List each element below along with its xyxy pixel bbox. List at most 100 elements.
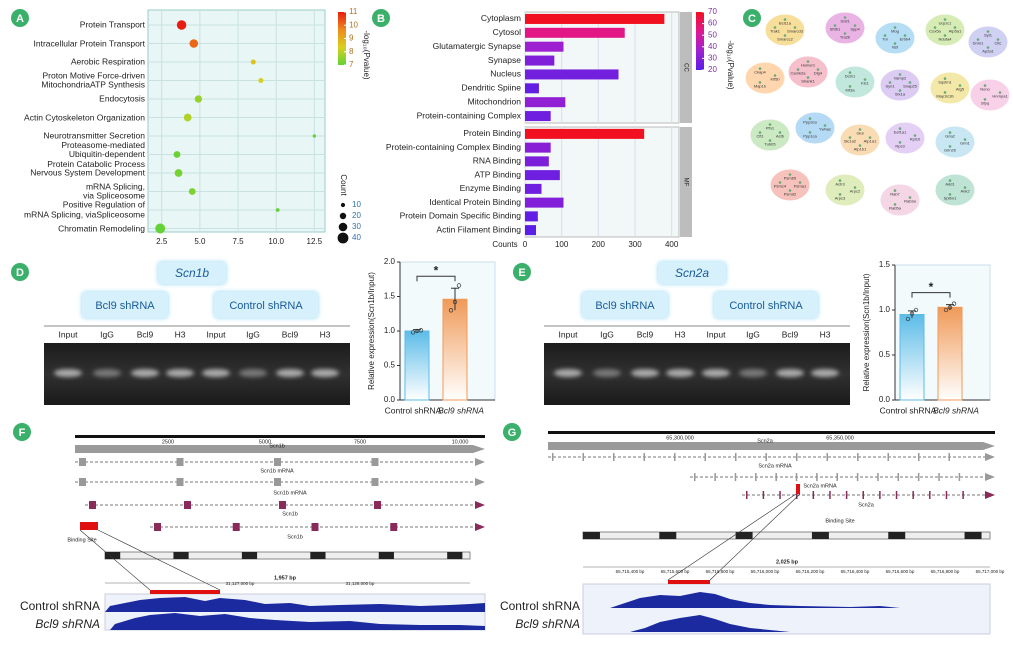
gel-band <box>702 369 730 377</box>
lane-label: H3 <box>675 329 686 339</box>
gene-label: Shank1 <box>801 79 815 84</box>
lane-label: Bcl9 <box>282 329 299 339</box>
gene-label: Syt1 <box>984 33 993 38</box>
y-axis-title: Relative expression(Scn1b/Input) <box>367 272 376 390</box>
node <box>823 124 827 127</box>
exon <box>79 458 86 466</box>
point <box>448 308 454 313</box>
cluster <box>744 61 786 95</box>
feature-label: Scn2a <box>757 438 774 444</box>
size-key <box>337 232 349 244</box>
feature-label: Scn1b <box>282 511 298 517</box>
zoom-line <box>709 493 801 581</box>
exon <box>674 453 676 461</box>
size-key <box>338 222 348 232</box>
panel-badge <box>11 9 29 27</box>
axis-tick-label: 2500 <box>162 439 174 445</box>
colorbar <box>696 12 704 70</box>
bar <box>525 197 564 208</box>
bar <box>525 55 555 66</box>
node <box>773 74 777 77</box>
y-tick-label: 1.0 <box>879 305 891 314</box>
gene-label: Actb <box>776 134 785 139</box>
lane-label: IgG <box>746 329 760 339</box>
x-tick-label: 400 <box>665 240 679 249</box>
bar <box>404 330 430 401</box>
gene-label: Mog <box>891 29 899 34</box>
cluster <box>884 121 926 155</box>
x-tick-label: Bcl9 shRNA <box>438 405 484 415</box>
x-tick-label: Control shRNA <box>880 405 937 415</box>
gene-label: Glul <box>856 131 863 136</box>
exon <box>845 491 848 499</box>
label-box <box>82 292 168 318</box>
node <box>903 34 907 37</box>
gene-label: Map1lc3b <box>936 93 954 98</box>
position-label: 65,716,800 bp <box>931 569 960 574</box>
label-box <box>582 292 668 318</box>
cluster <box>934 173 976 207</box>
cluster <box>934 125 976 159</box>
gene-label: Rab3a <box>904 199 917 204</box>
exon <box>643 453 645 461</box>
dot <box>250 59 256 65</box>
gene-label: Ndufa4 <box>939 37 953 42</box>
node <box>816 68 820 71</box>
panel-badge <box>503 423 521 441</box>
exon <box>613 453 615 461</box>
exon <box>795 491 798 499</box>
gel-band <box>554 369 582 377</box>
cluster <box>787 55 829 89</box>
gene-label: Dnm1 <box>973 41 984 46</box>
position-label: 31,128,000 bp <box>346 581 375 586</box>
gene-label: Psmc4 <box>774 184 787 189</box>
gene-label: Atg5 <box>956 87 965 92</box>
gene-label: Psmd2 <box>784 192 797 197</box>
exon <box>879 491 881 499</box>
cluster <box>769 168 811 202</box>
colorbar-label: 10 <box>349 20 358 29</box>
exon <box>917 473 920 481</box>
colorbar-label: 70 <box>708 7 717 16</box>
gene-label: Add1 <box>945 182 955 187</box>
size-key <box>340 202 346 208</box>
bar <box>899 314 925 401</box>
gene-label: Pfn1 <box>766 126 775 131</box>
ideogram-band <box>811 532 829 539</box>
node <box>983 84 987 87</box>
gel <box>44 343 350 405</box>
y-tick-label: Proton Motive Force-driven MitochondriaA… <box>41 70 145 90</box>
coverage-box <box>582 583 991 635</box>
exon <box>958 473 961 481</box>
cluster <box>794 111 836 145</box>
label-text: Control shRNA <box>729 300 803 312</box>
gel-band <box>666 369 694 377</box>
gel-band <box>776 369 804 377</box>
node <box>758 81 762 84</box>
y-tick-label: Protein-containing Complex <box>417 110 522 120</box>
node <box>933 26 937 29</box>
coverage-area <box>610 592 900 608</box>
y-tick-label: 2.0 <box>384 257 396 266</box>
genome-axis <box>75 435 485 438</box>
lane-label: IgG <box>600 329 614 339</box>
exon <box>897 473 900 481</box>
gene-label: Sf3b1 <box>830 27 841 32</box>
panel-label: E <box>518 267 525 279</box>
lane-label: Bcl9 <box>137 329 154 339</box>
exon <box>829 491 831 499</box>
y-tick-label: Proteasome-mediated Ubiquitin-dependent … <box>47 139 145 169</box>
dot <box>188 188 196 195</box>
facet-label: MF <box>682 178 688 187</box>
y-tick-label: 0.5 <box>879 350 891 359</box>
y-tick-label: Chromatin Remodeling <box>58 222 145 233</box>
point <box>456 283 462 288</box>
exon <box>154 523 161 531</box>
node <box>893 42 897 45</box>
y-tick-label: Mitochondrion <box>468 96 522 106</box>
y-tick-label: 0.0 <box>384 395 396 404</box>
lane-label: IgG <box>246 329 260 339</box>
gene-label: Ap2a1 <box>982 49 994 54</box>
colorbar-label: 11 <box>349 7 358 16</box>
dot <box>275 208 280 212</box>
